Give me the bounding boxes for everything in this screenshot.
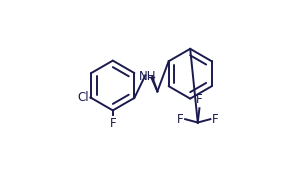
Text: F: F — [196, 93, 203, 106]
Text: F: F — [109, 117, 116, 130]
Text: NH: NH — [139, 70, 157, 83]
Text: F: F — [212, 113, 219, 126]
Text: Cl: Cl — [77, 91, 89, 104]
Text: F: F — [177, 113, 183, 126]
